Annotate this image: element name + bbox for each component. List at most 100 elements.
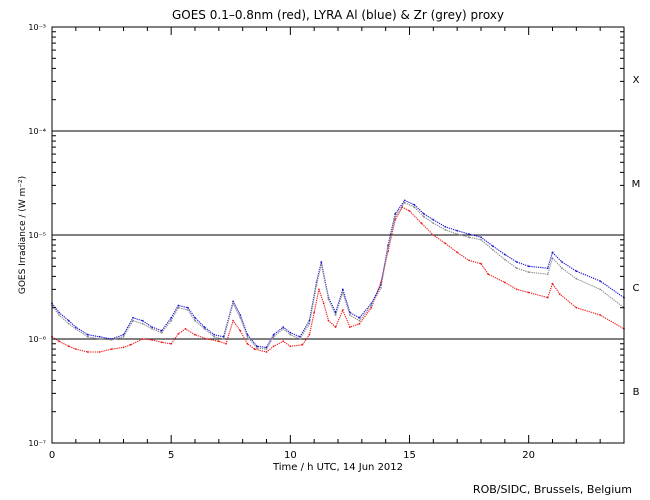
data-point (272, 333, 275, 336)
data-point (558, 293, 561, 295)
data-point (394, 215, 397, 218)
x-tick-label: 10 (284, 450, 297, 461)
data-point (141, 319, 144, 322)
data-point (74, 326, 77, 328)
data-point (141, 338, 144, 340)
flare-class-label: X (633, 75, 640, 86)
data-point (551, 251, 554, 254)
data-point (546, 296, 549, 299)
series-lyra-al-proxy (51, 199, 625, 349)
data-point (289, 331, 292, 334)
data-point (122, 346, 125, 349)
data-point (370, 302, 373, 305)
data-point (67, 345, 70, 348)
data-point (468, 259, 470, 262)
data-point (480, 262, 482, 265)
series-line (51, 202, 625, 350)
data-point (420, 222, 423, 225)
data-point (177, 304, 180, 307)
data-point (74, 348, 77, 350)
data-point (151, 339, 154, 341)
data-point (239, 316, 242, 319)
y-tick-label: 10⁻⁴ (28, 127, 46, 136)
data-point (265, 351, 268, 353)
data-point (370, 304, 373, 307)
data-point (151, 326, 154, 328)
data-point (408, 210, 411, 212)
data-point (322, 302, 325, 305)
data-point (58, 314, 60, 316)
x-tick-label: 0 (49, 450, 55, 461)
data-point (132, 316, 134, 319)
data-point (422, 212, 425, 215)
data-point (98, 338, 101, 340)
data-point (349, 326, 351, 328)
series-line (51, 206, 625, 353)
flare-class-label: C (633, 283, 640, 294)
flare-class-label: M (632, 179, 641, 190)
data-point (444, 229, 447, 231)
series-lyra-zr-proxy (51, 201, 625, 350)
data-point (194, 319, 196, 322)
data-point (503, 253, 506, 256)
data-point (170, 319, 173, 322)
data-point (480, 236, 482, 239)
data-point (213, 333, 216, 336)
data-point (515, 267, 518, 270)
data-point (380, 287, 382, 289)
data-point (110, 339, 113, 341)
axes-layer: 0 5 10 15 20 10⁻⁷ 10⁻⁶ 10⁻⁵ 10⁻⁴ 10⁻³ B C M X (28, 23, 640, 461)
data-point (170, 316, 173, 319)
data-point (213, 335, 216, 338)
data-point (334, 314, 337, 316)
data-point (187, 306, 189, 309)
data-point (456, 251, 459, 254)
data-point (232, 300, 235, 303)
data-point (160, 341, 163, 344)
data-point (74, 328, 77, 330)
data-point (253, 348, 256, 350)
data-point (160, 331, 163, 334)
data-point (468, 233, 470, 236)
data-point (232, 302, 235, 305)
x-axis-label: Time / h UTC, 14 Jun 2012 (272, 462, 403, 473)
data-point (561, 261, 563, 263)
data-point (246, 335, 249, 338)
data-point (132, 319, 134, 322)
data-point (492, 245, 494, 248)
data-point (444, 225, 447, 228)
data-point (282, 326, 285, 328)
series-layer (51, 199, 625, 353)
data-point (575, 306, 578, 309)
data-point (194, 316, 196, 319)
data-point (282, 328, 285, 330)
data-point (503, 258, 506, 261)
x-tick-label: 5 (168, 450, 174, 461)
data-point (110, 348, 113, 350)
data-point (299, 338, 301, 340)
data-point (239, 314, 242, 316)
data-point (265, 348, 268, 350)
data-point (313, 311, 316, 314)
series-goes-0-1-0-8nm (51, 206, 625, 353)
data-point (487, 273, 490, 276)
data-point (341, 291, 344, 294)
data-point (318, 288, 320, 291)
data-point (217, 340, 220, 343)
data-point (358, 316, 361, 319)
data-point (403, 201, 406, 204)
data-point (86, 335, 89, 338)
data-point (334, 326, 337, 328)
data-point (160, 329, 163, 332)
data-point (432, 234, 435, 236)
data-point (358, 319, 361, 322)
data-point (282, 340, 285, 343)
data-point (301, 343, 304, 346)
data-point (289, 333, 292, 336)
data-point (129, 343, 132, 346)
data-point (315, 284, 318, 286)
y-tick-label: 10⁻⁵ (28, 231, 46, 240)
data-point (456, 229, 459, 232)
data-point (184, 328, 187, 330)
data-point (413, 203, 416, 206)
